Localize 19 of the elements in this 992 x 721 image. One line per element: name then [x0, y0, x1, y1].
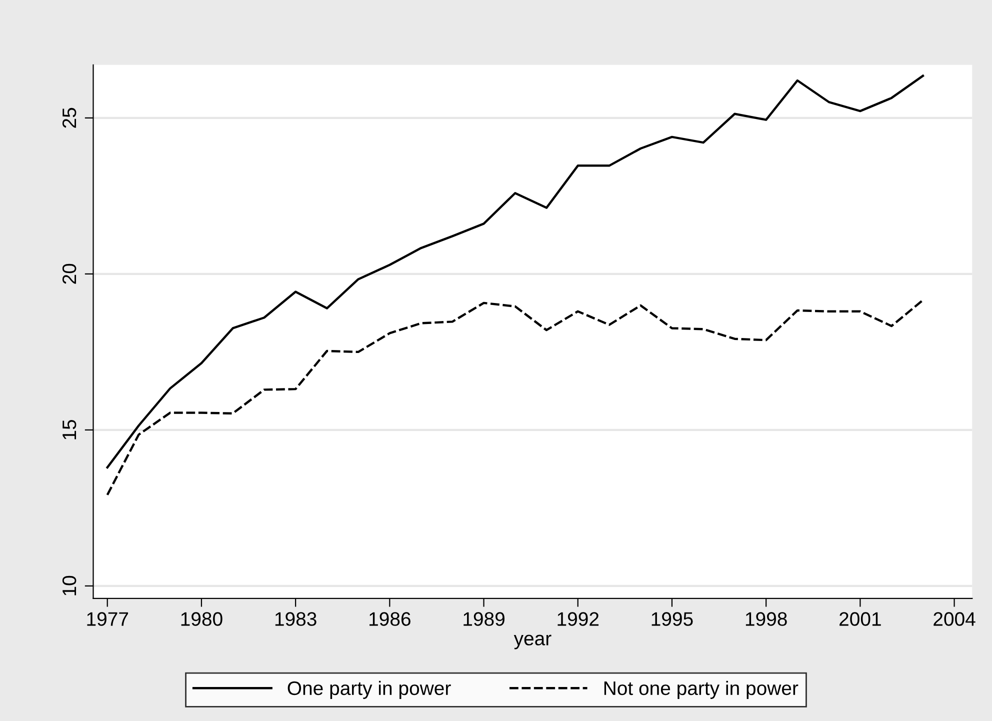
x-tick-label: 1986	[370, 612, 410, 626]
x-tick-label: 1998	[746, 612, 787, 626]
line-series	[106, 299, 924, 496]
x-tick-label: 1989	[464, 612, 504, 626]
x-tick-label: 1992	[558, 612, 599, 626]
x-axis-title: year	[514, 634, 552, 650]
legend-label: Not one party in power	[604, 680, 798, 699]
x-tick-label: 1977	[87, 612, 128, 626]
x-tick-label: 2004	[934, 612, 976, 626]
y-tick-label: 20	[62, 264, 76, 284]
y-tick-label: 25	[62, 108, 76, 128]
legend-label: One party in power	[288, 680, 451, 699]
x-tick-label: 2001	[840, 612, 881, 626]
y-tick-label: 15	[62, 420, 76, 440]
x-tick-label: 1995	[652, 612, 693, 626]
x-tick-label: 1983	[275, 612, 316, 626]
line-series	[106, 74, 924, 468]
y-tick-label: 10	[62, 576, 76, 596]
x-tick-label: 1980	[181, 612, 222, 626]
